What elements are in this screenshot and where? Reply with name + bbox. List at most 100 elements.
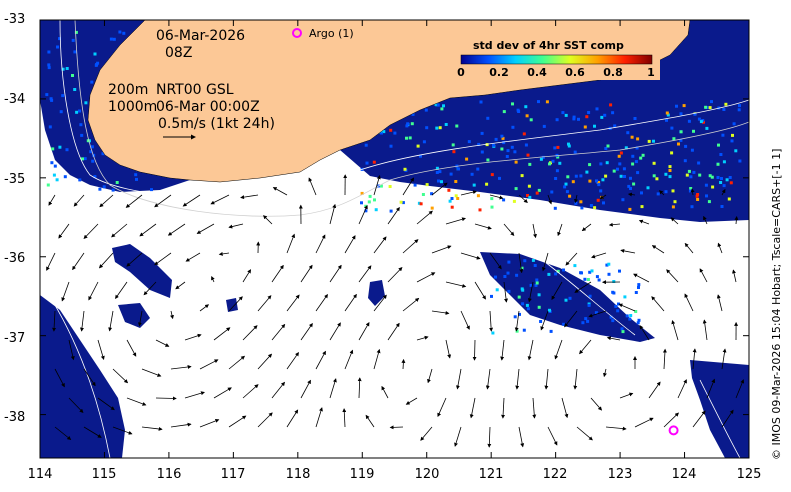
- sst-speckle: [719, 181, 723, 184]
- sst-speckle: [621, 330, 625, 334]
- x-tick-label: 122: [542, 467, 568, 482]
- sst-data-region: [40, 295, 125, 458]
- sst-speckle: [621, 198, 625, 202]
- sst-speckle: [547, 272, 551, 276]
- current-vector-arrow: [620, 248, 636, 254]
- sst-speckle: [438, 170, 442, 174]
- sst-speckle: [641, 153, 645, 157]
- sst-speckle: [490, 197, 494, 201]
- current-vector-arrow: [358, 204, 368, 225]
- current-vector-arrow: [72, 252, 85, 271]
- sst-speckle: [618, 269, 621, 273]
- sst-speckle: [81, 157, 84, 161]
- sst-speckle: [672, 137, 676, 141]
- current-vector-arrow: [518, 426, 525, 448]
- current-vector-arrow: [445, 281, 467, 288]
- sst-speckle: [631, 154, 635, 158]
- colorbar-gradient: [460, 54, 653, 65]
- sst-speckle: [98, 187, 102, 191]
- sst-speckle: [389, 144, 393, 148]
- current-vector-arrow: [702, 319, 708, 341]
- sst-speckle: [565, 190, 569, 194]
- sst-speckle: [683, 159, 687, 163]
- sst-speckle: [535, 278, 539, 282]
- sst-speckle: [417, 201, 421, 205]
- sst-speckle: [652, 139, 655, 143]
- x-tick-label: 125: [736, 467, 762, 482]
- sst-speckle: [562, 322, 566, 326]
- current-vector-arrow: [389, 425, 404, 430]
- sst-speckle: [692, 170, 696, 174]
- current-vector-arrow: [54, 368, 65, 388]
- sst-speckle: [410, 122, 414, 126]
- current-vector-arrow: [228, 223, 244, 229]
- sst-speckle: [571, 180, 575, 184]
- current-vector-arrow: [717, 242, 723, 254]
- sst-speckle: [480, 131, 484, 135]
- sst-speckle: [51, 147, 55, 151]
- sst-speckle: [609, 103, 613, 107]
- sst-speckle: [500, 134, 504, 138]
- current-vector-arrow: [690, 188, 695, 196]
- sst-speckle: [722, 160, 726, 164]
- colorbar-title: std dev of 4hr SST comp: [473, 39, 624, 52]
- sst-speckle: [109, 37, 113, 41]
- current-vector-arrow: [242, 269, 252, 283]
- current-vector-arrow: [315, 234, 326, 254]
- current-vector-arrow: [199, 359, 219, 370]
- sst-speckle: [604, 147, 608, 150]
- sst-speckle: [699, 120, 703, 124]
- sst-speckle: [490, 173, 494, 177]
- sst-speckle: [92, 153, 96, 157]
- sst-speckle: [541, 155, 545, 159]
- sst-speckle: [424, 108, 428, 112]
- sst-speckle: [545, 100, 549, 104]
- sst-speckle: [623, 175, 626, 178]
- current-vector-arrow: [489, 194, 504, 200]
- sst-speckle: [528, 195, 532, 199]
- sst-speckle: [477, 142, 481, 146]
- current-vector-arrow: [416, 210, 433, 225]
- sst-speckle: [564, 113, 568, 117]
- sst-speckle: [50, 161, 54, 165]
- sst-speckle: [47, 63, 51, 67]
- current-vector-arrow: [541, 252, 549, 272]
- sst-speckle: [710, 100, 713, 104]
- bathymetry-contour-line: [51, 299, 111, 458]
- current-vector-arrow: [564, 310, 578, 328]
- sst-speckle: [587, 111, 591, 114]
- sst-speckle: [71, 38, 75, 42]
- sst-speckle: [535, 191, 539, 195]
- sst-speckle: [135, 177, 138, 181]
- sst-speckle: [84, 101, 88, 105]
- current-vector-arrow: [735, 379, 745, 399]
- current-vector-arrow: [503, 281, 509, 303]
- current-vector-arrow: [58, 223, 70, 239]
- sst-speckle: [71, 74, 74, 77]
- contour-label-1000m: 1000m: [108, 99, 158, 115]
- current-vector-arrow: [532, 397, 537, 419]
- sst-speckle: [430, 206, 434, 210]
- sst-speckle: [581, 321, 585, 325]
- sst-speckle: [607, 272, 611, 276]
- sst-speckle: [588, 179, 592, 183]
- sst-speckle: [687, 119, 691, 123]
- sst-speckle: [495, 288, 499, 292]
- sst-speckle: [74, 30, 78, 34]
- sst-speckle: [588, 294, 592, 298]
- current-vector-arrow: [402, 177, 415, 196]
- sst-speckle: [719, 153, 723, 156]
- sst-speckle: [595, 107, 599, 111]
- sst-speckle: [86, 139, 90, 143]
- sst-speckle: [502, 198, 506, 202]
- sst-speckle: [442, 104, 445, 108]
- current-vector-arrow: [608, 222, 621, 227]
- sst-speckle: [522, 132, 526, 136]
- sst-speckle: [603, 113, 607, 117]
- sst-speckle: [596, 198, 600, 202]
- current-vector-arrow: [606, 336, 621, 341]
- current-vector-arrow: [300, 264, 313, 283]
- sst-speckle: [122, 31, 126, 35]
- current-vector-arrow: [648, 381, 661, 399]
- sst-speckle: [738, 104, 741, 108]
